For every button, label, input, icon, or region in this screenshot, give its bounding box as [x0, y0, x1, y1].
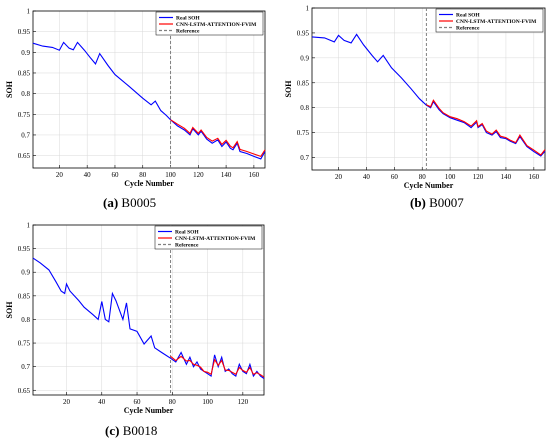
y-tick-label: 0.95 [18, 245, 31, 253]
y-tick-label: 1 [27, 222, 31, 230]
y-tick-label: 0.7 [21, 363, 30, 371]
y-tick-label: 0.85 [297, 79, 310, 87]
y-axis-label: SOH [284, 80, 293, 98]
caption-c-name: B0018 [122, 423, 158, 438]
y-tick-label: 0.8 [21, 316, 30, 324]
x-tick-label: 160 [529, 173, 540, 181]
y-tick-label: 1 [27, 8, 31, 16]
legend-box [155, 11, 264, 36]
x-tick-label: 80 [139, 171, 147, 179]
y-tick-label: 0.9 [300, 54, 309, 62]
y-axis-label: SOH [5, 301, 14, 319]
x-axis-label: Cycle Number [124, 179, 174, 188]
legend-reference-label: Reference [175, 243, 199, 249]
x-axis-label: Cycle Number [124, 406, 174, 415]
caption-a-name: B0005 [121, 195, 157, 210]
x-tick-label: 140 [501, 173, 512, 181]
x-tick-label: 20 [63, 398, 71, 406]
legend-real-label: Real SOH [176, 16, 200, 22]
y-tick-label: 0.9 [21, 269, 30, 277]
y-tick-label: 0.95 [18, 28, 31, 36]
caption-c-tag: (c) [105, 423, 120, 438]
caption-b-name: B0007 [429, 195, 464, 210]
caption-a-tag: (a) [103, 195, 119, 210]
y-tick-label: 1 [306, 5, 310, 13]
x-tick-label: 140 [221, 171, 232, 179]
x-tick-label: 100 [165, 171, 176, 179]
y-tick-label: 0.75 [18, 111, 31, 119]
chart-c-svg: 20 40 60 80 100 120 0.65 0.7 0.75 0.8 0.85 0.9 0.95 1… [5, 222, 265, 415]
y-tick-label: 0.7 [21, 131, 30, 139]
legend-prediction-label: CNN-LSTM-ATTENTION-FVIM [176, 22, 257, 28]
y-tick-label: 0.7 [300, 154, 309, 162]
series-line-real-soh [32, 41, 266, 160]
y-tick-label: 0.75 [18, 340, 31, 348]
y-tick-label: 0.65 [18, 387, 31, 395]
legend-real-label: Real SOH [175, 230, 199, 236]
y-tick-label: 0.65 [18, 152, 31, 160]
x-tick-label: 20 [335, 173, 343, 181]
chart-a-svg: 20 40 60 80 100 120 140 160 0.65 0.7 0.75 0.8 0.85 0.… [5, 8, 266, 188]
caption-a: (a) B0005 [103, 195, 156, 211]
y-tick-label: 0.85 [18, 69, 31, 77]
legend-box [154, 225, 263, 250]
legend-reference-label: Reference [176, 29, 200, 35]
x-tick-label: 40 [363, 173, 371, 181]
caption-b-tag: (b) [410, 195, 426, 210]
x-tick-label: 60 [134, 398, 142, 406]
plot-frame [32, 10, 266, 169]
x-tick-label: 100 [202, 398, 213, 406]
series-line-real-soh [32, 257, 265, 379]
legend-reference-label: Reference [456, 26, 480, 32]
x-tick-label: 120 [473, 173, 484, 181]
caption-b: (b) B0007 [410, 195, 464, 211]
x-tick-label: 20 [56, 171, 64, 179]
chart-panel-a: 20 40 60 80 100 120 140 160 0.65 0.7 0.75 0.8 0.85 0.… [0, 0, 275, 215]
x-tick-label: 120 [193, 171, 204, 179]
x-axis-label: Cycle Number [404, 181, 454, 190]
x-tick-label: 80 [419, 173, 427, 181]
y-tick-label: 0.95 [297, 29, 310, 37]
y-tick-label: 0.75 [297, 129, 310, 137]
y-tick-label: 0.85 [18, 292, 31, 300]
y-tick-label: 0.9 [21, 49, 30, 57]
series-line-prediction [426, 99, 546, 156]
x-tick-label: 40 [98, 398, 106, 406]
x-tick-label: 100 [445, 173, 456, 181]
x-tick-label: 40 [84, 171, 92, 179]
legend-real-label: Real SOH [456, 13, 480, 19]
x-tick-label: 60 [391, 173, 399, 181]
legend-box [435, 8, 544, 33]
plot-frame [32, 224, 265, 396]
chart-panel-c: 20 40 60 80 100 120 0.65 0.7 0.75 0.8 0.85 0.9 0.95 1… [0, 215, 275, 444]
chart-panel-b: 20 40 60 80 100 120 140 160 0.7 0.75 0.8 0.85 0.9 0.9… [275, 0, 550, 215]
series-line-prediction [170, 355, 265, 378]
y-tick-label: 0.8 [300, 104, 309, 112]
caption-c: (c) B0018 [105, 423, 157, 439]
series-line-real-soh [311, 33, 546, 157]
chart-b-svg: 20 40 60 80 100 120 140 160 0.7 0.75 0.8 0.85 0.9 0.9… [284, 5, 546, 190]
x-tick-label: 60 [111, 171, 119, 179]
series-line-prediction [170, 119, 266, 158]
x-tick-label: 120 [238, 398, 249, 406]
plot-frame [311, 7, 546, 171]
x-tick-label: 160 [249, 171, 260, 179]
legend-prediction-label: CNN-LSTM-ATTENTION-FVIM [175, 236, 256, 242]
y-axis-label: SOH [5, 80, 14, 98]
y-tick-label: 0.8 [21, 90, 30, 98]
legend-prediction-label: CNN-LSTM-ATTENTION-FVIM [456, 19, 537, 25]
x-tick-label: 80 [169, 398, 177, 406]
